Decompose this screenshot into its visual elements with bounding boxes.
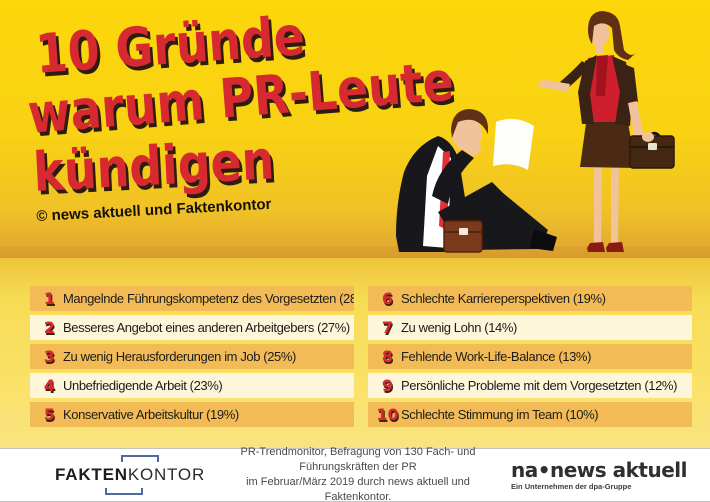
reason-label: Mangelnde Führungskompetenz des Vorgeset… <box>63 291 354 306</box>
reason-label: Konservative Arbeitskultur (19%) <box>63 407 239 422</box>
reason-label: Zu wenig Lohn (14%) <box>401 320 517 335</box>
reason-row-2: 2 Besseres Angebot eines anderen Arbeitg… <box>30 315 354 340</box>
reason-rank: 10 <box>376 405 399 424</box>
sitting-man <box>396 109 557 253</box>
reason-rank: 2 <box>43 318 56 337</box>
reason-row-7: 7 Zu wenig Lohn (14%) <box>368 315 692 340</box>
reason-rank: 8 <box>381 347 394 366</box>
reason-row-4: 4 Unbefriedigende Arbeit (23%) <box>30 373 354 398</box>
faktenkontor-bracket-bottom-icon <box>105 488 143 495</box>
news-aktuell-wordmark: na•news aktuell <box>510 457 688 482</box>
reason-rank: 9 <box>381 376 394 395</box>
reason-label: Schlechte Karriereperspektiven (19%) <box>401 291 606 306</box>
headline-line-3: kündigen <box>31 128 276 204</box>
reason-label: Zu wenig Herausforderungen im Job (25%) <box>63 349 296 364</box>
reason-label: Schlechte Stimmung im Team (10%) <box>401 407 599 422</box>
footer-bar: FAKTENKONTOR PR-Trendmonitor, Befragung … <box>0 445 710 502</box>
reason-rank: 5 <box>43 405 56 424</box>
reasons-column-left: 1 Mangelnde Führungskompetenz des Vorges… <box>30 286 354 431</box>
reason-rank: 4 <box>43 376 56 395</box>
faktenkontor-logo-light: KONTOR <box>127 465 206 484</box>
hero-section: 10 Gründe warum PR-Leute kündigen © news… <box>0 0 710 258</box>
reason-row-1: 1 Mangelnde Führungskompetenz des Vorges… <box>30 286 354 311</box>
reason-row-6: 6 Schlechte Karriereperspektiven (19%) <box>368 286 692 311</box>
source-note: PR-Trendmonitor, Befragung von 130 Fach-… <box>205 445 511 502</box>
reason-label: Fehlende Work-Life-Balance (13%) <box>401 349 592 364</box>
news-aktuell-tagline: Ein Unternehmen der dpa-Gruppe <box>510 481 632 491</box>
reason-label: Persönliche Probleme mit dem Vorgesetzte… <box>401 378 678 393</box>
floor-band <box>0 247 710 258</box>
faktenkontor-logo-bold: FAKTEN <box>55 465 128 484</box>
reason-row-3: 3 Zu wenig Herausforderungen im Job (25%… <box>30 344 354 369</box>
reason-label: Unbefriedigende Arbeit (23%) <box>63 378 223 393</box>
reason-rank: 1 <box>43 289 56 308</box>
reason-rank: 3 <box>43 347 56 366</box>
reason-row-9: 9 Persönliche Probleme mit dem Vorgesetz… <box>368 373 692 398</box>
source-line-1: PR-Trendmonitor, Befragung von 130 Fach-… <box>240 446 476 474</box>
reason-row-8: 8 Fehlende Work-Life-Balance (13%) <box>368 344 692 369</box>
reason-rank: 6 <box>381 289 394 308</box>
faktenkontor-logo: FAKTENKONTOR <box>55 455 206 495</box>
reason-row-10: 10 Schlechte Stimmung im Team (10%) <box>368 402 692 427</box>
news-aktuell-logo: na•news aktuell Ein Unternehmen der dpa-… <box>510 457 688 491</box>
reason-label: Besseres Angebot eines anderen Arbeitgeb… <box>63 320 350 335</box>
faktenkontor-bracket-top-icon <box>121 455 159 462</box>
reason-row-5: 5 Konservative Arbeitskultur (19%) <box>30 402 354 427</box>
paper-sheet <box>493 118 534 170</box>
quitting-illustration <box>0 11 710 258</box>
standing-woman <box>537 11 675 252</box>
source-line-2: im Februar/März 2019 durch news aktuell … <box>246 476 470 502</box>
reason-rank: 7 <box>381 318 394 337</box>
reasons-column-right: 6 Schlechte Karriereperspektiven (19%) 7… <box>368 286 692 431</box>
